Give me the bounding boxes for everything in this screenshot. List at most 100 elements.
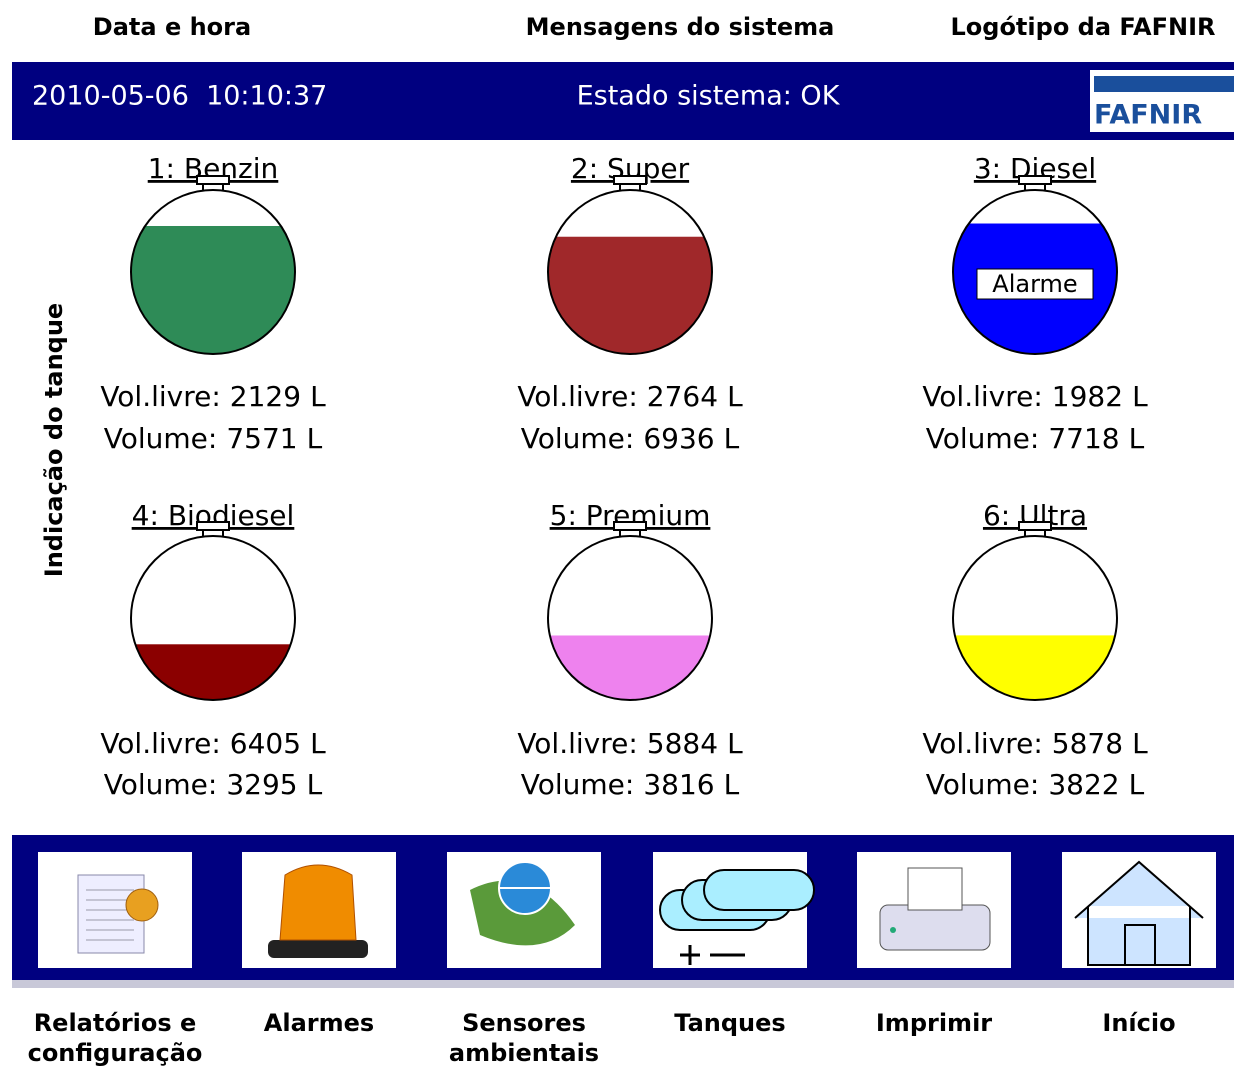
button-label: Imprimir bbox=[875, 1009, 993, 1037]
value: 3822 bbox=[1048, 768, 1119, 801]
tank-volume: Volume: 3816 L bbox=[521, 768, 740, 801]
tank-outline bbox=[952, 189, 1118, 355]
header-bar bbox=[12, 62, 1234, 140]
tank-free-volume: Vol.livre: 1982 L bbox=[922, 380, 1148, 413]
button-label: Alarmes bbox=[263, 1009, 375, 1037]
icon bbox=[703, 869, 815, 911]
alarm-label: Alarme bbox=[992, 270, 1077, 298]
tank-free-volume: Vol.livre: 2129 L bbox=[100, 380, 326, 413]
button-label: Relatórios e configuração bbox=[27, 1009, 203, 1067]
unit: L bbox=[307, 768, 323, 801]
unit: L bbox=[307, 422, 323, 455]
icon bbox=[268, 940, 368, 958]
status: Estado sistema: OK bbox=[577, 81, 841, 112]
toolbar-button[interactable] bbox=[1062, 852, 1216, 968]
unit: L bbox=[1132, 380, 1148, 413]
unit: L bbox=[1129, 768, 1145, 801]
toolbar-button[interactable] bbox=[653, 852, 815, 968]
value: 1982 bbox=[1052, 380, 1123, 413]
tank-volume: Volume: 3822 L bbox=[926, 768, 1145, 801]
label: Volume: bbox=[104, 768, 218, 801]
icon bbox=[1124, 924, 1156, 966]
label: Vol.livre: bbox=[517, 380, 637, 413]
tank-volume: Volume: 7718 L bbox=[926, 422, 1145, 455]
label: Volume: bbox=[104, 422, 218, 455]
value: 6936 bbox=[643, 422, 714, 455]
label: Vol.livre: bbox=[100, 727, 220, 760]
icon bbox=[125, 888, 159, 922]
tank-outline bbox=[130, 535, 296, 701]
toolbar-button[interactable] bbox=[242, 852, 396, 968]
annotation: Indicação do tanque bbox=[40, 303, 68, 577]
toolbar bbox=[12, 835, 1234, 980]
icon bbox=[279, 864, 357, 941]
value: 7718 bbox=[1048, 422, 1119, 455]
tank-free-volume: Vol.livre: 5878 L bbox=[922, 727, 1148, 760]
value: 2764 bbox=[647, 380, 718, 413]
unit: L bbox=[310, 380, 326, 413]
unit: L bbox=[310, 727, 326, 760]
toolbar-button[interactable] bbox=[38, 852, 192, 968]
button-label: Sensores ambientais bbox=[448, 1009, 600, 1067]
tank-outline bbox=[130, 189, 296, 355]
unit: L bbox=[1129, 422, 1145, 455]
label: Volume: bbox=[926, 422, 1040, 455]
toolbar-button[interactable] bbox=[857, 852, 1011, 968]
label: Volume: bbox=[521, 422, 635, 455]
tank-outline bbox=[952, 535, 1118, 701]
unit: L bbox=[1132, 727, 1148, 760]
value: 5878 bbox=[1052, 727, 1123, 760]
label: Volume: bbox=[926, 768, 1040, 801]
label: Vol.livre: bbox=[922, 727, 1042, 760]
tank-neck bbox=[1018, 521, 1052, 531]
tank-neck bbox=[1018, 175, 1052, 185]
tank-neck bbox=[613, 175, 647, 185]
tank-outline bbox=[547, 535, 713, 701]
tank-volume: Volume: 6936 L bbox=[521, 422, 740, 455]
icon bbox=[879, 904, 991, 951]
value: 5884 bbox=[647, 727, 718, 760]
icon bbox=[890, 927, 896, 933]
value: 6405 bbox=[230, 727, 301, 760]
annotation: Data e hora bbox=[93, 13, 251, 41]
tank-volume: Volume: 3295 L bbox=[104, 768, 323, 801]
icon bbox=[907, 867, 963, 911]
unit: L bbox=[727, 380, 743, 413]
logo-stripe bbox=[1094, 76, 1234, 92]
annotation: Mensagens do sistema bbox=[526, 13, 835, 41]
toolbar-button[interactable] bbox=[447, 852, 601, 968]
value: 3295 bbox=[226, 768, 297, 801]
value: 3816 bbox=[643, 768, 714, 801]
tank-neck bbox=[196, 175, 230, 185]
value: 2129 bbox=[230, 380, 301, 413]
unit: L bbox=[724, 422, 740, 455]
unit: L bbox=[724, 768, 740, 801]
logo: FAFNIR bbox=[1094, 100, 1202, 131]
button-label: Início bbox=[1102, 1009, 1176, 1037]
tank-outline bbox=[547, 189, 713, 355]
toolbar-edge bbox=[12, 980, 1234, 988]
button-label: Tanques bbox=[674, 1009, 786, 1037]
value: 7571 bbox=[226, 422, 297, 455]
alarm-box bbox=[976, 268, 1094, 300]
datetime: 2010-05-06 10:10:37 bbox=[32, 81, 327, 112]
label: Vol.livre: bbox=[100, 380, 220, 413]
icon bbox=[680, 945, 745, 965]
tank-free-volume: Vol.livre: 2764 L bbox=[517, 380, 743, 413]
label: Vol.livre: bbox=[922, 380, 1042, 413]
unit: L bbox=[727, 727, 743, 760]
label: Vol.livre: bbox=[517, 727, 637, 760]
tank-neck bbox=[613, 521, 647, 531]
tank-free-volume: Vol.livre: 5884 L bbox=[517, 727, 743, 760]
tank-volume: Volume: 7571 L bbox=[104, 422, 323, 455]
tank-neck bbox=[196, 521, 230, 531]
label: Volume: bbox=[521, 768, 635, 801]
